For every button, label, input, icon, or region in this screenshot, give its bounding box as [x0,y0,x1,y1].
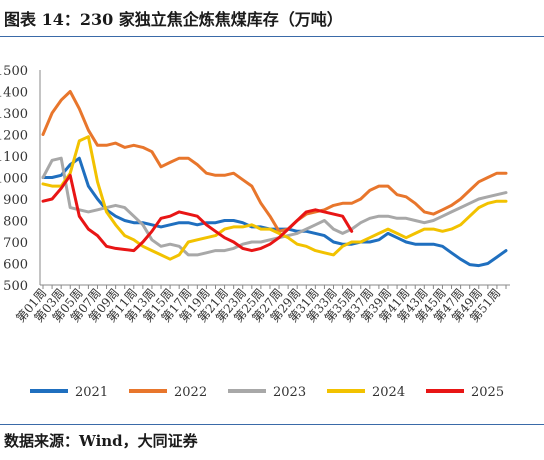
y-tick-label: 700 [3,236,28,251]
y-tick-label: 1500 [0,64,28,79]
line-chart: 500600700800900100011001200130014001500第… [0,64,510,400]
y-tick-label: 600 [3,258,28,273]
y-tick-label: 1400 [0,86,28,101]
y-tick-label: 1200 [0,129,28,144]
series-line-2025 [41,173,354,253]
footer-divider [0,424,544,425]
legend-label-2022: 2022 [174,385,207,400]
y-tick-label: 1300 [0,107,28,122]
y-tick-label: 1100 [0,150,28,165]
legend-label-2024: 2024 [372,385,405,400]
series-line-2022 [41,90,508,233]
header-divider [0,36,544,37]
series-line-2023 [41,156,508,257]
source-note: 数据来源：Wind，大同证券 [4,432,198,450]
chart-title: 图表 14：230 家独立焦企炼焦煤库存（万吨） [4,10,343,29]
y-tick-label: 900 [3,193,28,208]
legend-label-2025: 2025 [471,385,504,400]
chart-series-group [41,90,508,268]
y-tick-label: 500 [3,279,28,294]
y-tick-label: 1000 [0,172,28,187]
legend-label-2021: 2021 [75,385,108,400]
legend-label-2023: 2023 [273,385,306,400]
y-tick-label: 800 [3,215,28,230]
series-line-2024 [41,135,508,261]
series-line-2021 [41,156,508,268]
chart-legend: 2021 2022 2023 2024 2025 [30,385,504,400]
